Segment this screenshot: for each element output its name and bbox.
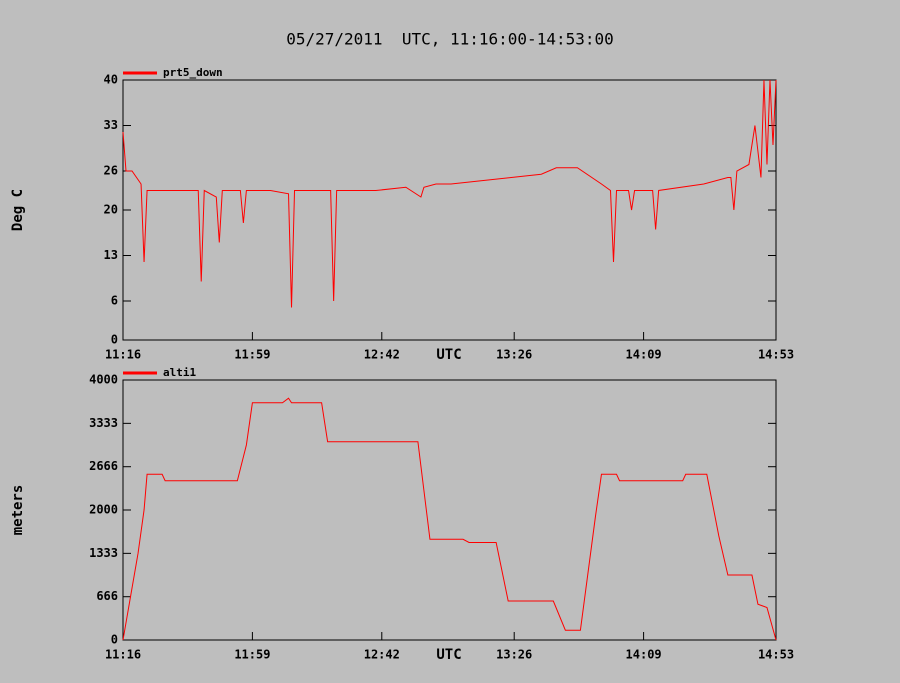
- y-tick-label: 666: [96, 589, 118, 603]
- y-axis-label: Deg C: [10, 189, 26, 231]
- y-tick-label: 26: [104, 164, 118, 178]
- x-tick-label: 11:16: [105, 348, 141, 362]
- x-tick-label: 14:53: [758, 648, 794, 662]
- y-tick-label: 0: [111, 633, 118, 647]
- x-axis-label: UTC: [436, 347, 461, 363]
- data-line: [122, 397, 777, 641]
- y-tick-label: 0: [111, 333, 118, 347]
- y-tick-label: 20: [104, 203, 118, 217]
- x-tick-label: 11:59: [234, 648, 270, 662]
- legend-label: alti1: [163, 366, 196, 379]
- y-tick-label: 6: [111, 294, 118, 308]
- chart-title: 05/27/2011 UTC, 11:16:00-14:53:00: [286, 30, 614, 49]
- x-tick-label: 13:26: [496, 348, 532, 362]
- y-axis-label: meters: [10, 485, 26, 536]
- y-tick-label: 13: [104, 248, 118, 262]
- x-tick-label: 14:09: [626, 648, 662, 662]
- x-tick-label: 12:42: [364, 348, 400, 362]
- x-tick-label: 13:26: [496, 648, 532, 662]
- y-tick-label: 2000: [89, 503, 118, 517]
- y-tick-label: 1333: [89, 546, 118, 560]
- x-axis-label: UTC: [436, 647, 461, 663]
- y-tick-label: 4000: [89, 373, 118, 387]
- y-tick-label: 40: [104, 73, 118, 87]
- x-tick-label: 12:42: [364, 648, 400, 662]
- legend-label: prt5_down: [163, 66, 223, 79]
- y-tick-label: 3333: [89, 416, 118, 430]
- y-tick-label: 33: [104, 118, 118, 132]
- x-tick-label: 14:53: [758, 348, 794, 362]
- x-tick-label: 11:16: [105, 648, 141, 662]
- data-line: [122, 79, 777, 308]
- x-tick-label: 11:59: [234, 348, 270, 362]
- x-tick-label: 14:09: [626, 348, 662, 362]
- y-tick-label: 2666: [89, 459, 118, 473]
